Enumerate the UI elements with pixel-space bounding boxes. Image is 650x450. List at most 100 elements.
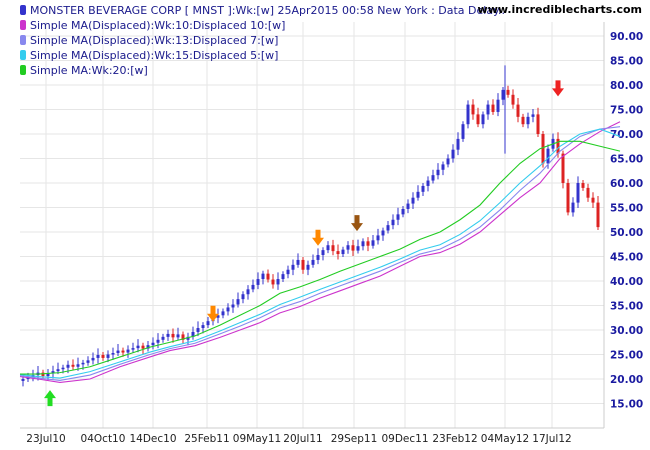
legend-item-ma20: Simple MA:Wk:20:[w] xyxy=(20,63,505,78)
candle xyxy=(296,253,300,268)
candle-body xyxy=(381,230,385,236)
legend-swatch xyxy=(20,50,26,60)
candle xyxy=(351,239,355,257)
candle xyxy=(371,234,375,249)
y-tick-label: 25.00 xyxy=(610,350,643,362)
candle-body xyxy=(291,264,295,270)
candle xyxy=(536,107,540,137)
candle-body xyxy=(106,354,110,358)
candle-body xyxy=(516,104,520,117)
candle-body xyxy=(326,245,330,251)
candle-body xyxy=(21,379,25,381)
candle-body xyxy=(566,183,570,213)
candle xyxy=(571,197,575,217)
candle xyxy=(271,274,275,289)
candle-body xyxy=(361,241,365,247)
candle-body xyxy=(221,311,225,316)
candle xyxy=(266,269,270,283)
candle-body xyxy=(281,274,285,280)
legend-swatch xyxy=(20,5,26,15)
candle xyxy=(466,100,470,129)
candle-body xyxy=(121,350,125,353)
candle xyxy=(391,214,395,230)
candle xyxy=(226,303,230,316)
y-tick-label: 35.00 xyxy=(610,301,643,313)
legend-item-ma13: Simple MA(Displaced):Wk:13:Displaced 7:[… xyxy=(20,33,505,48)
candle xyxy=(86,356,90,366)
candle-body xyxy=(536,114,540,134)
candle-body xyxy=(86,360,90,363)
y-tick-label: 70.00 xyxy=(610,129,643,141)
candle-body xyxy=(586,187,590,198)
signal-arrows xyxy=(44,80,564,407)
candle xyxy=(161,333,165,343)
candle xyxy=(511,89,515,109)
candle-body xyxy=(131,348,135,350)
candle xyxy=(191,326,195,340)
x-tick-label: 09May11 xyxy=(233,433,281,445)
candle xyxy=(376,228,380,245)
candle-body xyxy=(301,259,305,270)
candle xyxy=(531,109,535,123)
x-tick-label: 09Dec11 xyxy=(381,433,428,445)
candle xyxy=(501,86,505,106)
candle-body xyxy=(501,89,505,100)
candle-body xyxy=(136,345,140,349)
candle xyxy=(336,244,340,260)
legend-swatch xyxy=(20,35,26,45)
candle xyxy=(586,183,590,202)
candle xyxy=(596,195,600,231)
candle-body xyxy=(296,259,300,265)
x-axis: 23Jul10 04Oct10 14Dec10 25Feb11 09May11 20Jul… xyxy=(26,433,571,445)
legend-label: Simple MA(Displaced):Wk:15:Displaced 5:[… xyxy=(30,49,279,62)
candle-body xyxy=(506,89,510,95)
candle xyxy=(576,176,580,208)
candle-body xyxy=(391,219,395,226)
candle xyxy=(181,331,185,344)
candle xyxy=(276,272,280,290)
candle xyxy=(476,107,480,128)
candle xyxy=(186,332,190,346)
y-tick-label: 20.00 xyxy=(610,374,643,386)
candle-body xyxy=(181,334,185,340)
legend-swatch xyxy=(20,65,26,75)
candle-body xyxy=(286,269,290,275)
candle xyxy=(346,241,350,254)
legend-swatch xyxy=(20,20,26,30)
candle-body xyxy=(436,169,440,176)
candle-body xyxy=(376,235,380,241)
candle-body xyxy=(186,336,190,340)
candle xyxy=(496,93,500,117)
x-tick-label: 23Feb12 xyxy=(432,433,477,445)
candle xyxy=(526,112,530,129)
candle xyxy=(71,359,75,370)
up-arrow xyxy=(44,390,56,407)
down-arrow xyxy=(207,305,219,322)
candle xyxy=(361,238,365,251)
candle xyxy=(481,111,485,129)
website-link[interactable]: www.incrediblecharts.com xyxy=(477,3,642,16)
candle-body xyxy=(521,116,525,125)
candle-body xyxy=(231,304,235,308)
candle xyxy=(151,337,155,350)
legend-label: Simple MA(Displaced):Wk:10:Displaced 10:… xyxy=(30,19,286,32)
candle xyxy=(426,176,430,192)
candle-body xyxy=(241,294,245,300)
candle xyxy=(381,227,385,241)
candle-body xyxy=(571,202,575,213)
candle xyxy=(51,365,55,379)
candle xyxy=(591,192,595,208)
candle-body xyxy=(96,354,100,358)
x-tick-label: 20Jul11 xyxy=(283,433,322,445)
candle xyxy=(251,279,255,293)
candle-body xyxy=(41,372,45,377)
candle-body xyxy=(101,354,105,358)
candle-body xyxy=(531,114,535,117)
legend-label: MONSTER BEVERAGE CORP [ MNST ]:Wk:[w] 25… xyxy=(30,4,505,17)
ma-line xyxy=(19,121,621,383)
candle xyxy=(101,352,105,361)
candle-body xyxy=(306,264,310,270)
candle-body xyxy=(166,333,170,337)
candle xyxy=(221,308,225,319)
